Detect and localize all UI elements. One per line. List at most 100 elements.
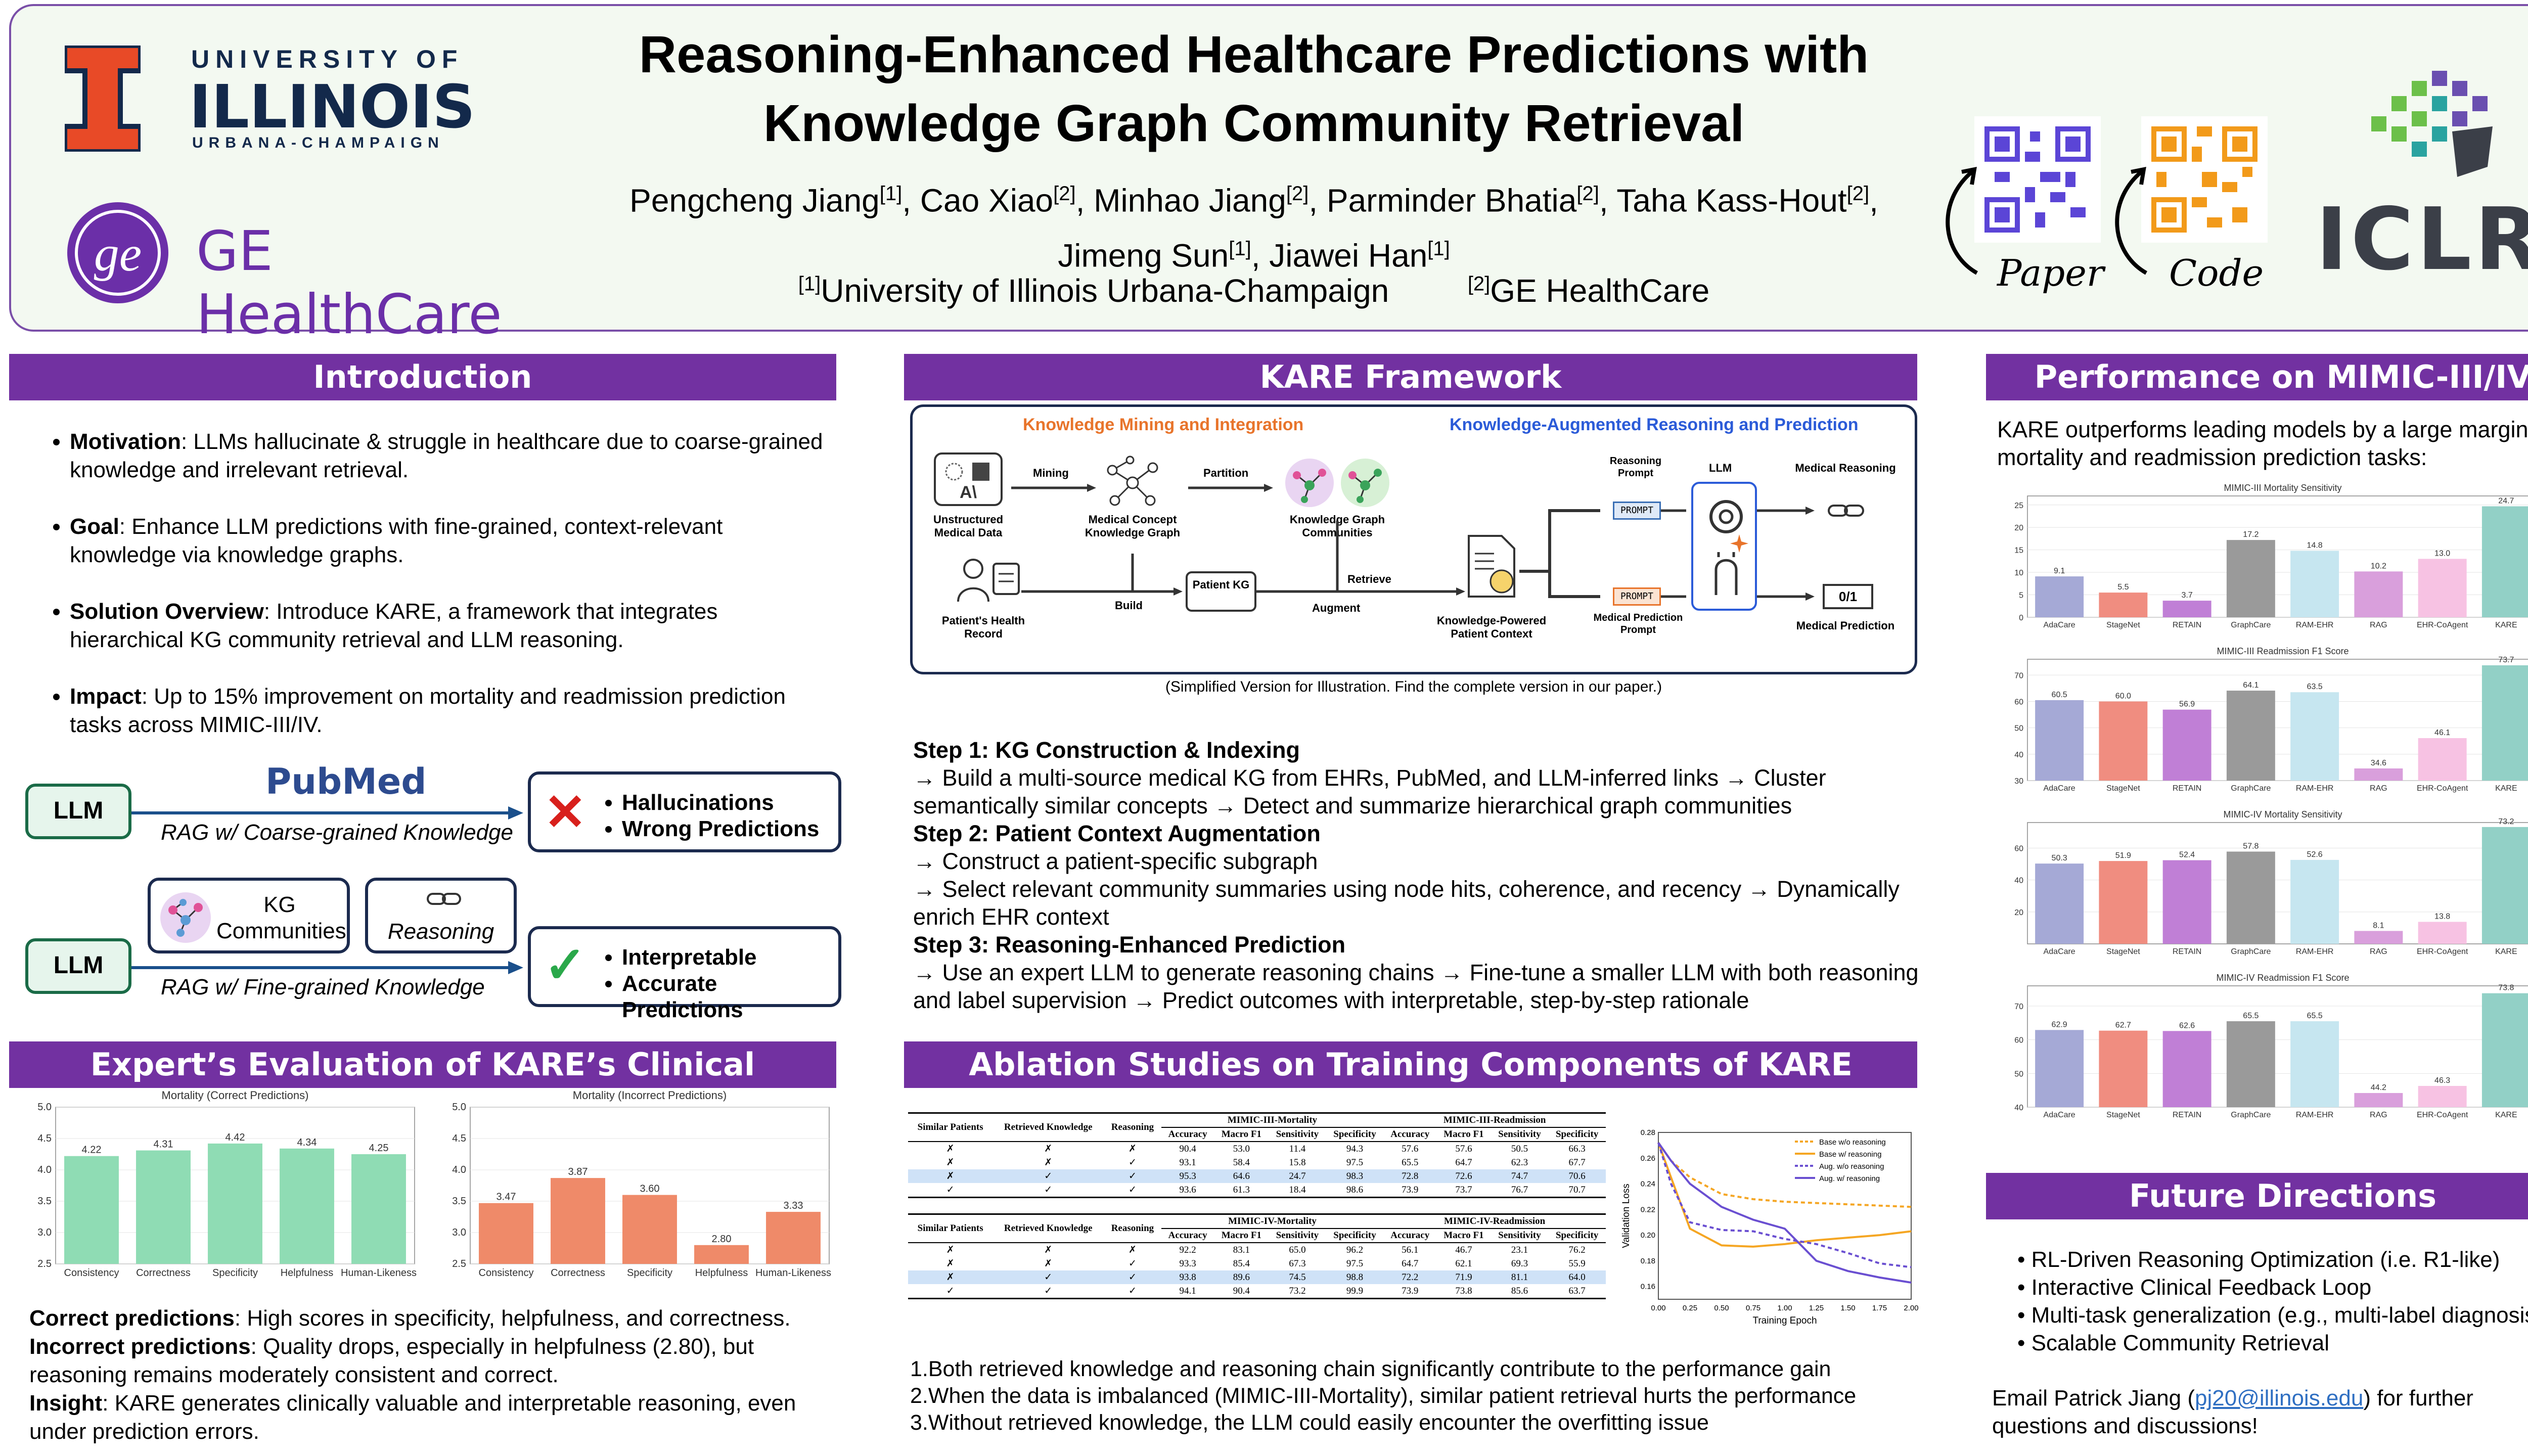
y-tick-label: 0.16 [1641,1283,1655,1291]
table-cell: 70.7 [1568,1184,1586,1195]
table-cell: ✓ [1044,1286,1053,1296]
incorrect-predictions-bar-chart: Mortality (Incorrect Predictions) 2.5 3.0 3… [452,1089,831,1279]
iclr-mosaic-icon [2371,71,2493,177]
node-health-record: Patient's Health Record [941,614,1025,640]
legend-label: Base w/ reasoning [1819,1150,1881,1159]
expert-note-key: Correct predictions [29,1306,235,1331]
checkmark-icon: ✓ [544,937,586,993]
x-tick-label: EHR-CoAgent [2417,621,2468,629]
graph-cluster-icon [160,892,211,943]
data-label: 46.1 [2434,729,2450,737]
intro-bullet-text: : Enhance LLM predictions with fine-grai… [70,514,723,567]
table-cell: 71.9 [1436,1270,1491,1284]
bad-outcome-2: Wrong Predictions [622,816,819,842]
validation-loss-line-chart: 0.00 0.25 0.50 0.75 1.00 1.25 1.50 1.75 2.00 0.16… [1621,1128,1919,1326]
table-cell: 65.0 [1289,1244,1306,1255]
metric-header: Accuracy [1168,1129,1207,1140]
table-cell: 89.6 [1214,1270,1269,1284]
code-qr[interactable] [2141,116,2268,243]
authors-line-2: Jimeng Sun[1], Jiawei Han[1] [1058,237,1450,274]
table-cell: 73.9 [1402,1285,1419,1296]
dataset-header: MIMIC-IV-Mortality [1161,1214,1384,1229]
binary-label: 0/1 [1838,589,1858,604]
rag-fine-label: RAG w/ Fine-grained Knowledge [161,975,485,999]
metric-header: Macro F1 [1443,1230,1484,1241]
perf-chart-4: MIMIC-IV Readmission F1 Score 40 50 60 70 62.… [1992,968,2528,1129]
table-cell: ✗ [1128,1245,1137,1255]
poster-title: Reasoning-Enhanced Healthcare Prediction… [506,20,2002,158]
table-cell: 61.3 [1233,1184,1250,1195]
table-cell: 97.5 [1346,1258,1364,1269]
bar [2481,506,2528,617]
qr-code-icon [2146,121,2263,238]
rag-coarse-label: RAG w/ Coarse-grained Knowledge [161,820,514,845]
table-cell: 93.6 [1179,1184,1196,1195]
table-cell: 93.8 [1161,1270,1214,1284]
table-cell: 64.0 [1548,1270,1606,1284]
legend-label: Aug. w/ reasoning [1819,1174,1880,1183]
chart-title: Mortality (Correct Predictions) [162,1089,309,1102]
table-cell: 98.3 [1326,1169,1384,1183]
patient-context-doc-icon [1468,535,1515,598]
edge-build: Build [1115,599,1143,612]
y-tick-label: 2.5 [452,1258,466,1269]
step-line: → Select relevant community summaries us… [913,876,1900,930]
data-label: 8.1 [2373,921,2384,930]
table-cell: ✗ [1044,1144,1053,1154]
uiuc-line1: UNIVERSITY OF [191,45,464,73]
x-tick-label: KARE [2495,947,2517,956]
table-cell: ✗ [1044,1258,1053,1269]
document-stack-icon: A\ [934,452,1003,506]
data-label: 3.7 [2182,591,2193,600]
llm-box-fine: LLM [25,938,131,994]
augment-arrow-icon [1256,521,1465,596]
x-tick-label: Correctness [136,1267,191,1279]
plot-frame [1658,1132,1912,1300]
table-cell: 72.6 [1436,1169,1491,1183]
finding: 1.Both retrieved knowledge and reasoning… [910,1357,1831,1381]
table-row: ✗ ✗ ✗ 90.4 53.0 11.4 94.3 57.6 57.6 50.5 66.3 [908,1142,1606,1156]
table-cell: ✓ [1128,1258,1137,1269]
x-tick-label: StageNet [2106,621,2140,629]
data-label: 73.2 [2498,817,2514,826]
bar [2354,571,2403,617]
dataset-header: MIMIC-III-Readmission [1383,1113,1606,1128]
ablation-heading: Ablation Studies on Training Components … [904,1041,1917,1088]
expert-note: Insight: KARE generates clinically valua… [29,1389,838,1446]
metric-header: Sensitivity [1276,1129,1319,1140]
y-tick-label: 2.5 [37,1258,52,1269]
x-tick-label: EHR-CoAgent [2417,784,2468,793]
data-label: 34.6 [2371,759,2386,767]
community-clusters-icon [1285,459,1389,507]
authors: Pengcheng Jiang[1], Cao Xiao[2], Minhao … [581,169,1926,280]
ablation-table: Similar Patients Retrieved Knowledge Reaso… [908,1112,1606,1198]
title-line-1: Reasoning-Enhanced Healthcare Prediction… [639,25,1869,83]
performance-intro: KARE outperforms leading models by a lar… [1997,417,2528,470]
intro-bullet-key: Motivation [70,429,181,454]
email-link[interactable]: pj20@illinois.edu [2195,1386,2364,1410]
ablation-table: Similar Patients Retrieved Knowledge Reaso… [908,1213,1606,1299]
expert-note-key: Insight [29,1391,103,1416]
dataset-header: MIMIC-III-Mortality [1161,1113,1384,1128]
table-cell: 64.7 [1402,1258,1419,1269]
future-bullet: • Scalable Community Retrieval [2017,1331,2329,1355]
bar [2099,701,2148,781]
y-tick-label: 60 [2014,1036,2023,1045]
table-cell: 76.2 [1568,1244,1586,1255]
node-reasoning-prompt: Reasoning Prompt [1609,456,1662,479]
similar-header: Similar Patients [917,1223,983,1234]
table-cell: ✓ [1044,1185,1053,1195]
data-label: 51.9 [2115,851,2131,860]
ge-logo: ge GE HealthCare [65,200,535,346]
expert-note: Incorrect predictions: Quality drops, es… [29,1333,838,1389]
table-cell: ✓ [992,1270,1104,1284]
future-bullet: • Interactive Clinical Feedback Loop [2017,1275,2372,1300]
table-cell: ✓ [1128,1286,1137,1296]
bar [2290,859,2339,944]
y-tick-label: 3.0 [452,1227,466,1238]
chart-title: Mortality (Incorrect Predictions) [573,1089,727,1102]
chart-title: MIMIC-III Readmission F1 Score [2217,646,2349,656]
intro-bullets: Motivation: LLMs hallucinate & struggle … [39,428,828,767]
bar [622,1195,677,1264]
paper-qr[interactable] [1974,116,2101,243]
